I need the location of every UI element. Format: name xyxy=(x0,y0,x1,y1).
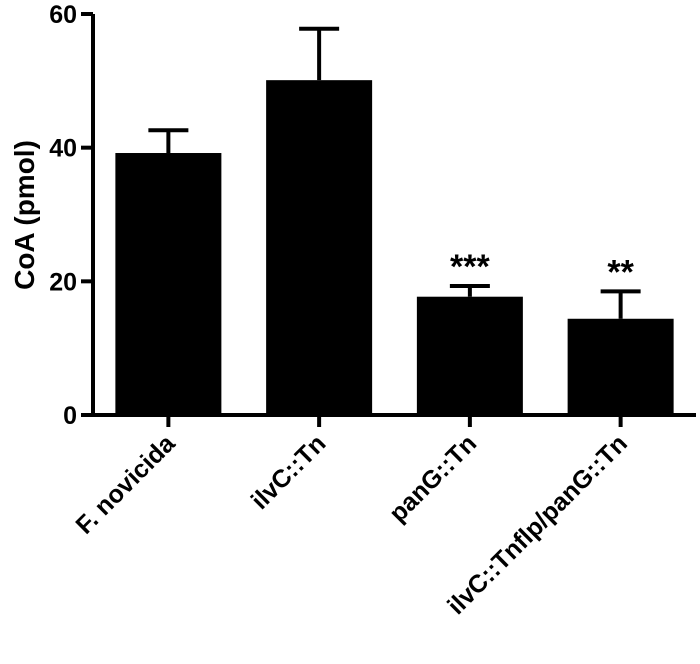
significance-annotations: *** ** xyxy=(450,248,635,291)
y-axis-ticks: 0 20 40 60 xyxy=(49,1,93,430)
significance-label-2: *** xyxy=(450,248,490,286)
significance-label-3: ** xyxy=(607,253,634,291)
y-tick-label-3: 60 xyxy=(49,1,77,29)
y-tick-label-0: 0 xyxy=(63,402,77,430)
x-tick-label-1: ilvC::Tn xyxy=(246,429,332,515)
x-tick-label-2: panG::Tn xyxy=(384,429,482,527)
bar-2 xyxy=(416,296,523,415)
y-axis-label: CoA (pmol) xyxy=(9,140,40,290)
y-tick-label-2: 40 xyxy=(49,135,77,163)
bar-3 xyxy=(567,318,674,415)
x-axis-ticks: F. novicida ilvC::Tn panG::TnilvC::Tnflp/p… xyxy=(70,415,633,620)
bars-group xyxy=(115,80,674,415)
bar-0 xyxy=(115,153,222,415)
y-tick-label-1: 20 xyxy=(49,268,77,296)
error-bars-group xyxy=(148,26,641,319)
bar-1 xyxy=(266,80,373,415)
x-tick-label-0: F. novicida xyxy=(70,429,181,540)
